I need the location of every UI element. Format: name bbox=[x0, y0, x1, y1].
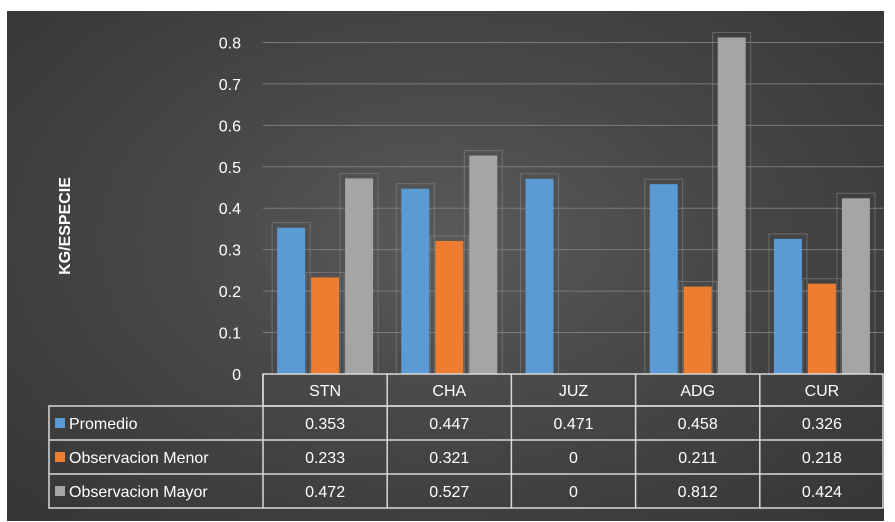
table-cell-value: 0.458 bbox=[678, 416, 718, 433]
bar-adg-1 bbox=[683, 286, 712, 374]
category-label: CUR bbox=[805, 383, 840, 400]
category-label: ADG bbox=[680, 383, 715, 400]
y-tick-label: 0.6 bbox=[219, 118, 241, 135]
table-cell-value: 0.527 bbox=[429, 484, 469, 501]
y-tick-label: 0.2 bbox=[219, 284, 241, 301]
y-tick-label: 0 bbox=[232, 367, 241, 384]
bar-cha-0 bbox=[401, 188, 430, 374]
bars bbox=[271, 31, 876, 375]
bar-stn-2 bbox=[345, 178, 374, 374]
bar-cha-1 bbox=[435, 240, 464, 374]
bar-cur-2 bbox=[841, 198, 870, 374]
bar-chart-with-data-table: 00.10.20.30.40.50.60.70.80.9 KG/ESPECIE … bbox=[48, 31, 884, 509]
table-cell-value: 0 bbox=[569, 484, 578, 501]
bar-cha-2 bbox=[469, 155, 498, 374]
y-tick-label: 0.8 bbox=[219, 35, 241, 52]
table-cell-value: 0.321 bbox=[429, 450, 469, 467]
legend-swatch bbox=[55, 486, 65, 496]
y-tick-label: 0.1 bbox=[219, 326, 241, 343]
y-tick-label: 0.7 bbox=[219, 77, 241, 94]
table-cell-value: 0.447 bbox=[429, 416, 469, 433]
bar-stn-1 bbox=[311, 277, 340, 374]
legend-label: Observacion Menor bbox=[69, 450, 209, 467]
bar-stn-0 bbox=[277, 227, 306, 374]
legend-label: Observacion Mayor bbox=[69, 484, 208, 501]
table-cell-value: 0.218 bbox=[802, 450, 842, 467]
y-axis: 00.10.20.30.40.50.60.70.80.9 bbox=[219, 35, 241, 384]
bar-juz-0 bbox=[525, 178, 554, 374]
legend-swatch bbox=[55, 418, 65, 428]
table-cell-value: 0.233 bbox=[305, 450, 345, 467]
y-tick-label: 0.5 bbox=[219, 160, 241, 177]
table-cell-value: 0.211 bbox=[678, 450, 717, 467]
y-tick-label: 0.3 bbox=[219, 243, 241, 260]
bar-cur-0 bbox=[773, 238, 802, 374]
table-cell-value: 0.353 bbox=[305, 416, 345, 433]
y-axis-title: KG/ESPECIE bbox=[57, 177, 74, 275]
data-table: STN CHA JUZ ADG CUR Promedio 0.353 0.447 0.471 0.… bbox=[48, 373, 884, 509]
legend-label: Promedio bbox=[69, 416, 138, 433]
bar-adg-2 bbox=[717, 37, 746, 375]
legend-swatch bbox=[55, 452, 65, 462]
table-body-frame bbox=[48, 405, 884, 509]
category-label: CHA bbox=[432, 383, 466, 400]
table-cell-value: 0.471 bbox=[553, 416, 593, 433]
y-tick-label: 0.4 bbox=[219, 201, 241, 218]
table-cell-value: 0.472 bbox=[305, 484, 345, 501]
table-cell-value: 0.424 bbox=[802, 484, 842, 501]
table-cell-value: 0.812 bbox=[678, 484, 718, 501]
bar-cur-1 bbox=[807, 283, 836, 374]
table-cell-value: 0 bbox=[569, 450, 578, 467]
table-cell-value: 0.326 bbox=[802, 416, 842, 433]
category-label: STN bbox=[309, 383, 341, 400]
category-label: JUZ bbox=[559, 383, 589, 400]
chart-area: 00.10.20.30.40.50.60.70.80.9 KG/ESPECIE … bbox=[7, 11, 884, 521]
bar-adg-0 bbox=[649, 184, 678, 374]
